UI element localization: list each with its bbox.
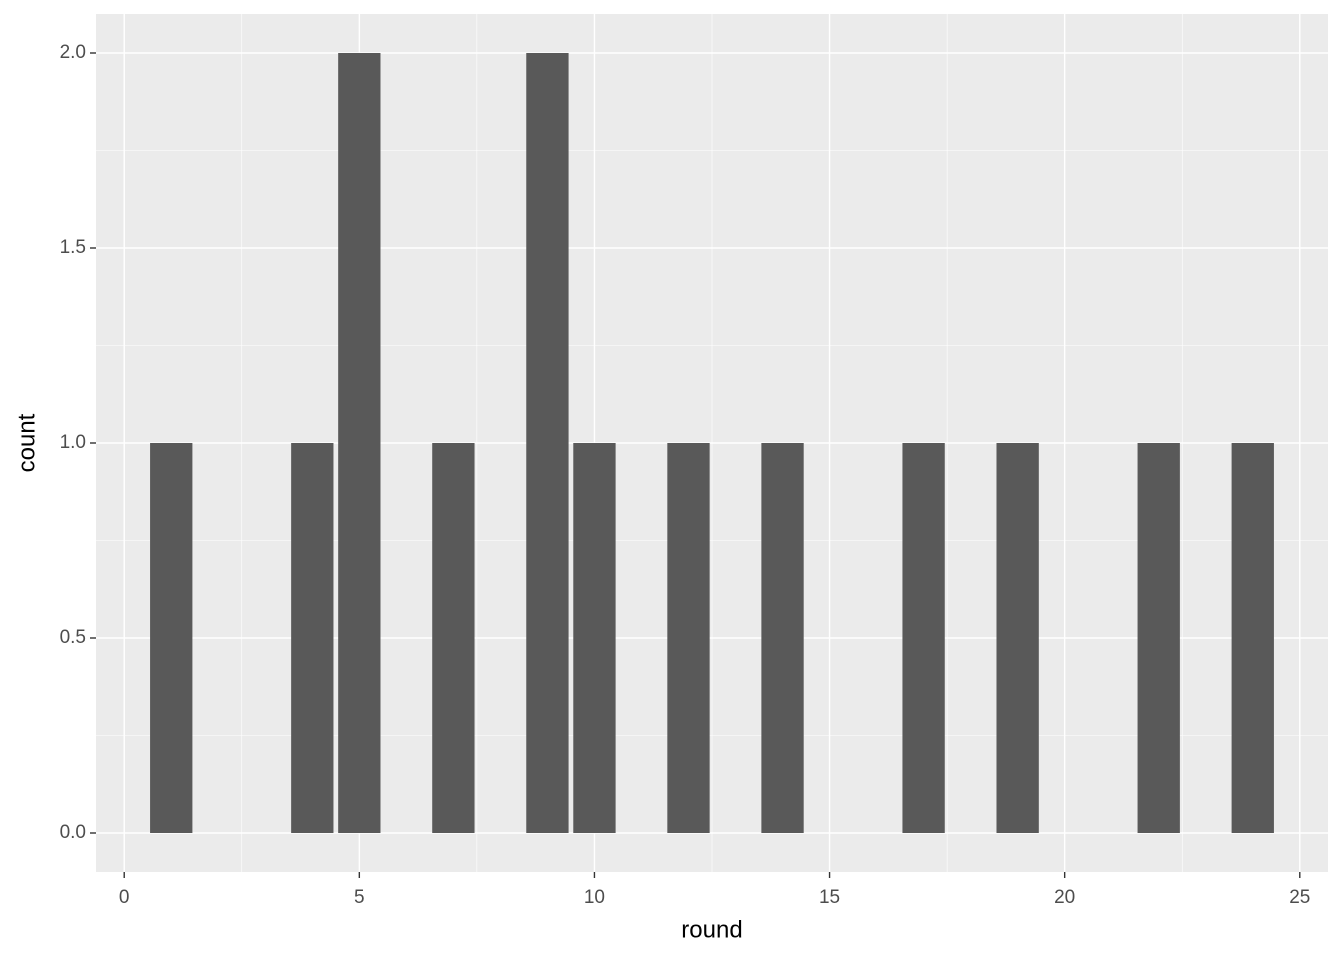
bar bbox=[338, 53, 381, 833]
y-axis-title: count bbox=[13, 413, 40, 472]
bar bbox=[1137, 443, 1180, 833]
y-tick-label: 0.5 bbox=[60, 627, 86, 648]
bar bbox=[902, 443, 945, 833]
bars bbox=[150, 53, 1274, 833]
x-tick-label: 15 bbox=[819, 887, 840, 908]
y-tick-label: 2.0 bbox=[60, 42, 86, 63]
bar bbox=[996, 443, 1039, 833]
bar bbox=[667, 443, 710, 833]
x-tick-label: 20 bbox=[1054, 887, 1075, 908]
bar bbox=[1231, 443, 1274, 833]
x-tick-label: 5 bbox=[354, 887, 365, 908]
y-tick-label: 1.0 bbox=[60, 432, 86, 453]
axes: 0 5 10 15 20 25 0.0 0.5 1.0 1.5 2.0 bbox=[60, 42, 1311, 908]
bar bbox=[432, 443, 475, 833]
y-tick-label: 1.5 bbox=[60, 237, 86, 258]
y-tick-label: 0.0 bbox=[60, 822, 86, 843]
bar bbox=[526, 53, 569, 833]
bar bbox=[150, 443, 193, 833]
x-tick-label: 10 bbox=[584, 887, 605, 908]
bar bbox=[573, 443, 616, 833]
x-tick-label: 0 bbox=[119, 887, 130, 908]
bar bbox=[291, 443, 334, 833]
bar bbox=[761, 443, 804, 833]
x-axis-title: round bbox=[681, 916, 742, 943]
x-tick-label: 25 bbox=[1289, 887, 1310, 908]
